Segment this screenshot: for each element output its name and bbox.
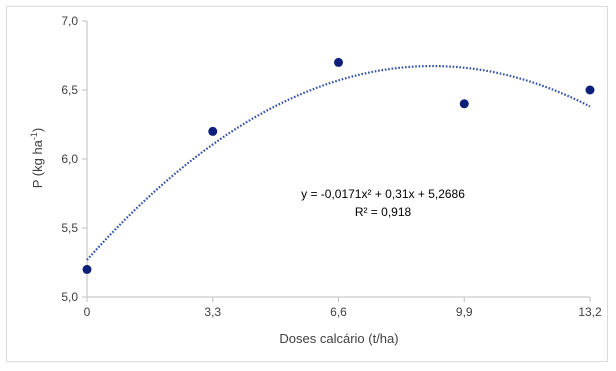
x-tick-label: 3,3 bbox=[204, 305, 221, 319]
svg-text:P (kg ha-1): P (kg ha-1) bbox=[29, 128, 45, 189]
y-axis-title-main: P (kg ha bbox=[30, 139, 45, 188]
x-axis-title: Doses calcário (t/ha) bbox=[279, 331, 398, 346]
y-tick-label: 7,0 bbox=[61, 14, 78, 28]
x-tick-label: 0 bbox=[84, 305, 91, 319]
y-axis-title: P (kg ha-1) bbox=[29, 128, 45, 189]
y-tick-label: 5,5 bbox=[61, 221, 78, 235]
data-point bbox=[82, 264, 92, 274]
trendline-equation: y = -0,0171x² + 0,31x + 5,2686 bbox=[301, 187, 465, 201]
data-point bbox=[459, 99, 469, 109]
y-tick-label: 5,0 bbox=[61, 290, 78, 304]
y-axis-title-superscript: -1 bbox=[29, 132, 39, 140]
x-tick-label: 9,9 bbox=[456, 305, 473, 319]
y-tick-label: 6,5 bbox=[61, 83, 78, 97]
y-tick-label: 6,0 bbox=[61, 152, 78, 166]
data-point bbox=[334, 57, 343, 67]
r-squared-label: R² = 0,918 bbox=[355, 205, 412, 219]
data-point bbox=[585, 85, 595, 95]
trendline bbox=[86, 64, 591, 261]
y-axis-title-end: ) bbox=[30, 128, 45, 132]
chart-frame bbox=[6, 6, 608, 362]
x-tick-label: 6,6 bbox=[330, 305, 347, 319]
data-point bbox=[208, 126, 218, 136]
x-tick-label: 13,2 bbox=[578, 305, 602, 319]
